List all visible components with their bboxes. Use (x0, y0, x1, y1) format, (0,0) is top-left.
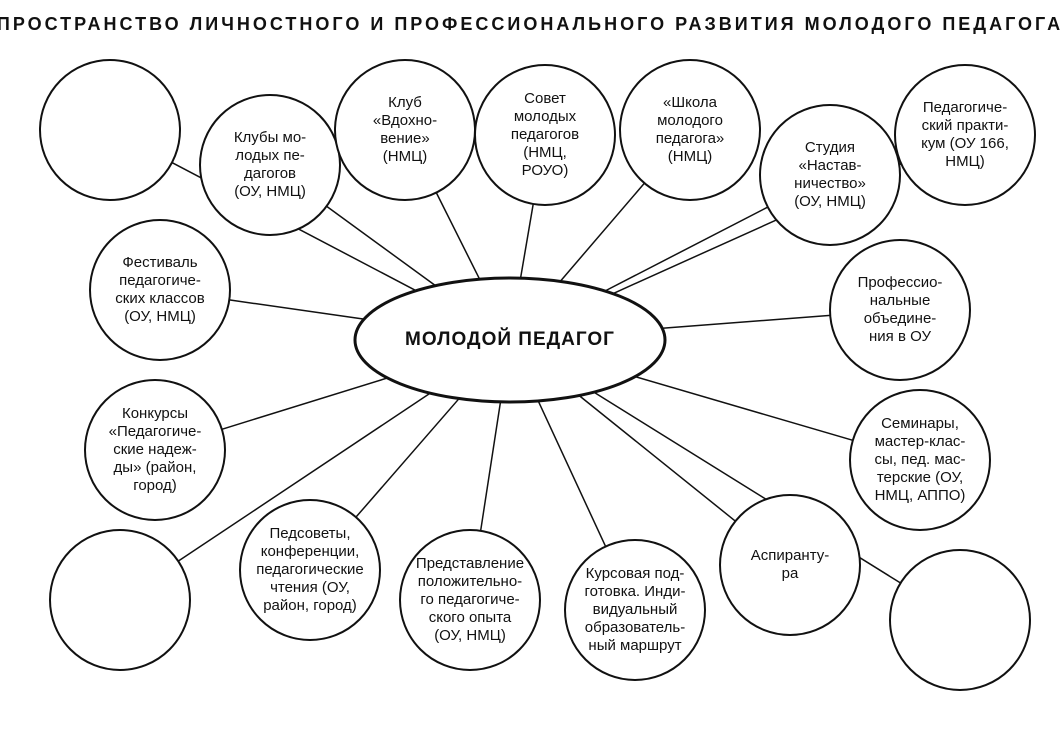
node-label-line: терские (ОУ, (877, 469, 963, 486)
node-label-line: ния в ОУ (869, 328, 931, 345)
node-label-line: педагога» (656, 130, 725, 147)
mindmap-diagram: ПРОСТРАНСТВО ЛИЧНОСТНОГО И ПРОФЕССИОНАЛЬ… (0, 0, 1060, 737)
node-circle (40, 60, 180, 200)
node-blank-bottom-right (890, 550, 1030, 690)
node-label-line: Клуб (388, 94, 422, 111)
node-label-line: Аспиранту- (751, 547, 830, 564)
node-label-line: дагогов (244, 165, 296, 182)
node-label-line: лодых пе- (235, 147, 305, 164)
node-school-young-teacher: «Школамолодогопедагога»(НМЦ) (620, 60, 760, 200)
node-label-line: молодых (514, 108, 577, 125)
edge (662, 315, 830, 328)
node-label-line: Педсоветы, (269, 525, 350, 542)
node-label-line: Студия (805, 139, 855, 156)
node-label-line: чтения (ОУ, (270, 579, 350, 596)
node-label-line: (ОУ, НМЦ) (124, 308, 196, 325)
node-seminars-master-classes: Семинары,мастер-клас-сы, пед. мас-терски… (850, 390, 990, 530)
node-ped-practicum: Педагогиче-ский практи-кум (ОУ 166,НМЦ) (895, 65, 1035, 205)
node-label-line: ра (782, 565, 799, 582)
node-label-line: город) (133, 477, 177, 494)
node-label-line: (НМЦ, (523, 144, 567, 161)
node-label-line: молодого (657, 112, 723, 129)
node-label-line: (ОУ, НМЦ) (434, 627, 506, 644)
node-label-line: нальные (870, 292, 931, 309)
node-label-line: готовка. Инди- (585, 583, 686, 600)
node-label-line: ничество» (794, 175, 866, 192)
node-label-line: (ОУ, НМЦ) (234, 183, 306, 200)
node-label-line: конференции, (261, 543, 360, 560)
edge (222, 378, 388, 429)
node-label-line: «Педагогиче- (109, 423, 202, 440)
node-positive-experience: Представлениеположительно-го педагогиче-… (400, 530, 540, 670)
node-label-line: ских классов (115, 290, 204, 307)
node-festival-ped-classes: Фестивальпедагогиче-ских классов(ОУ, НМЦ… (90, 220, 230, 360)
node-label-line: НМЦ, АППО) (875, 487, 966, 504)
node-contests-ped-hopes: Конкурсы«Педагогиче-ские надеж-ды» (райо… (85, 380, 225, 520)
node-label-line: кум (ОУ 166, (921, 135, 1009, 152)
node-label-line: «Школа (663, 94, 718, 111)
node-council-young-teachers: Советмолодыхпедагогов(НМЦ,РОУО) (475, 65, 615, 205)
diagram-title: ПРОСТРАНСТВО ЛИЧНОСТНОГО И ПРОФЕССИОНАЛЬ… (0, 14, 1060, 34)
node-circle (890, 550, 1030, 690)
node-postgraduate: Аспиранту-ра (720, 495, 860, 635)
node-label-line: педагогические (256, 561, 364, 578)
edge (229, 300, 364, 319)
edge (356, 399, 459, 518)
edge (579, 396, 735, 522)
node-clubs-young-teachers: Клубы мо-лодых пе-дагогов(ОУ, НМЦ) (200, 95, 340, 235)
edge (605, 207, 768, 291)
node-label-line: видуальный (593, 601, 678, 618)
node-label-line: педагогов (511, 126, 579, 143)
node-label-line: ский практи- (922, 117, 1009, 134)
node-label-line: Семинары, (881, 415, 959, 432)
node-label-line: район, город) (263, 597, 357, 614)
node-label-line: объедине- (864, 310, 937, 327)
node-label-line: сы, пед. мас- (875, 451, 966, 468)
edge (436, 193, 479, 280)
node-label-line: Фестиваль (122, 254, 197, 271)
node-label-line: Педагогиче- (923, 99, 1007, 116)
node-label-line: ды» (район, (114, 459, 197, 476)
node-blank-bottom-left (50, 530, 190, 670)
edge (538, 401, 605, 547)
node-label-line: Профессио- (858, 274, 943, 291)
node-label-line: вение» (380, 130, 430, 147)
edge (635, 377, 853, 441)
edge (481, 402, 501, 531)
node-label-line: (НМЦ) (383, 148, 427, 165)
node-label-line: мастер-клас- (875, 433, 966, 450)
node-label-line: ный маршрут (588, 637, 681, 654)
center-node: МОЛОДОЙ ПЕДАГОГ (355, 278, 665, 402)
node-studio-mentorship: Студия«Настав-ничество»(ОУ, НМЦ) (760, 105, 900, 245)
node-label-line: ские надеж- (113, 441, 197, 458)
node-label-line: РОУО) (522, 162, 569, 179)
edge (327, 206, 436, 285)
node-label-line: Представление (416, 555, 524, 572)
center-label: МОЛОДОЙ ПЕДАГОГ (405, 328, 615, 350)
node-label-line: Совет (524, 90, 566, 107)
node-label-line: ского опыта (429, 609, 512, 626)
node-label-line: (ОУ, НМЦ) (794, 193, 866, 210)
node-label-line: Клубы мо- (234, 129, 306, 146)
node-label-line: Курсовая под- (586, 565, 685, 582)
node-label-line: НМЦ) (945, 153, 984, 170)
node-label-line: го педагогиче- (420, 591, 519, 608)
node-label-line: «Вдохно- (373, 112, 437, 129)
node-ped-councils: Педсоветы,конференции,педагогическиечтен… (240, 500, 380, 640)
edge (521, 204, 534, 278)
node-circle (50, 530, 190, 670)
node-blank-top-left (40, 60, 180, 200)
node-prof-associations: Профессио-нальныеобъедине-ния в ОУ (830, 240, 970, 380)
node-club-vdokhnovenie: Клуб«Вдохно-вение»(НМЦ) (335, 60, 475, 200)
node-label-line: «Настав- (798, 157, 861, 174)
node-course-training: Курсовая под-готовка. Инди-видуальныйобр… (565, 540, 705, 680)
nodes-layer: Клубы мо-лодых пе-дагогов(ОУ, НМЦ)Клуб«В… (40, 60, 1035, 690)
node-label-line: образователь- (585, 619, 685, 636)
node-label-line: Конкурсы (122, 405, 188, 422)
node-label-line: положительно- (418, 573, 522, 590)
node-label-line: педагогиче- (119, 272, 201, 289)
node-label-line: (НМЦ) (668, 148, 712, 165)
